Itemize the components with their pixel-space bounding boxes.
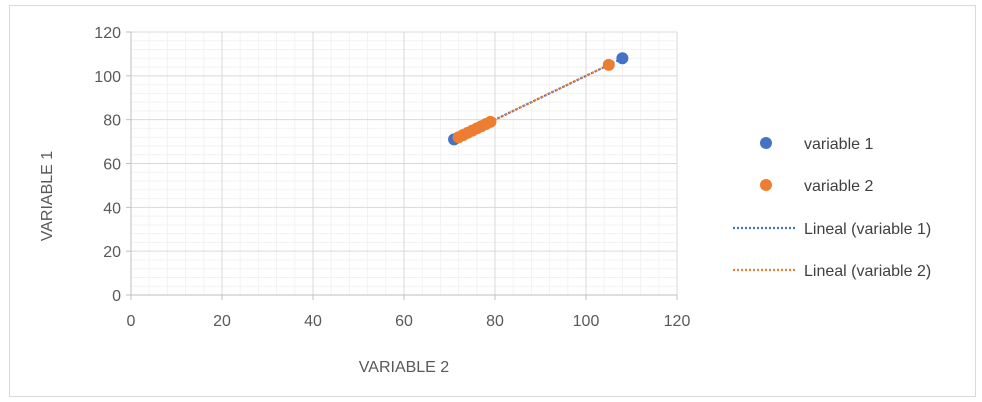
x-tick-label: 120 [664,313,691,330]
legend-marker-2 [760,179,772,191]
legend-label-1: variable 1 [804,136,873,153]
x-tick-label: 20 [213,313,231,330]
point-series-1 [616,52,629,65]
y-tick-label: 60 [103,157,121,174]
y-tick-label: 120 [94,25,121,42]
x-tick-label: 60 [395,313,413,330]
point-series-2 [602,58,615,71]
chart-frame [9,5,976,397]
legend-label-3: Lineal (variable 1) [804,221,931,238]
legend-marker-1 [760,137,772,149]
legend: variable 1 variable 2 Lineal (variable 1) L… [733,136,931,280]
y-tick-label: 20 [103,244,121,261]
legend-label-2: variable 2 [804,178,873,195]
tick-labels: 0 20 40 60 80 100 120 0 20 40 60 80 100 120 [94,25,690,330]
y-tick-label: 40 [103,200,121,217]
y-tick-label: 0 [112,288,121,305]
data-points [448,52,629,146]
x-tick-label: 0 [127,313,136,330]
legend-label-4: Lineal (variable 2) [804,263,931,280]
y-tick-label: 100 [94,69,121,86]
y-tick-label: 80 [103,113,121,130]
x-tick-label: 100 [573,313,600,330]
y-axis-title: VARIABLE 1 [39,151,56,242]
x-axis-title: VARIABLE 2 [359,359,450,376]
point-series-2 [484,115,497,128]
trendlines [453,57,623,141]
x-tick-label: 80 [486,313,504,330]
x-tick-label: 40 [304,313,322,330]
axes [126,31,678,300]
